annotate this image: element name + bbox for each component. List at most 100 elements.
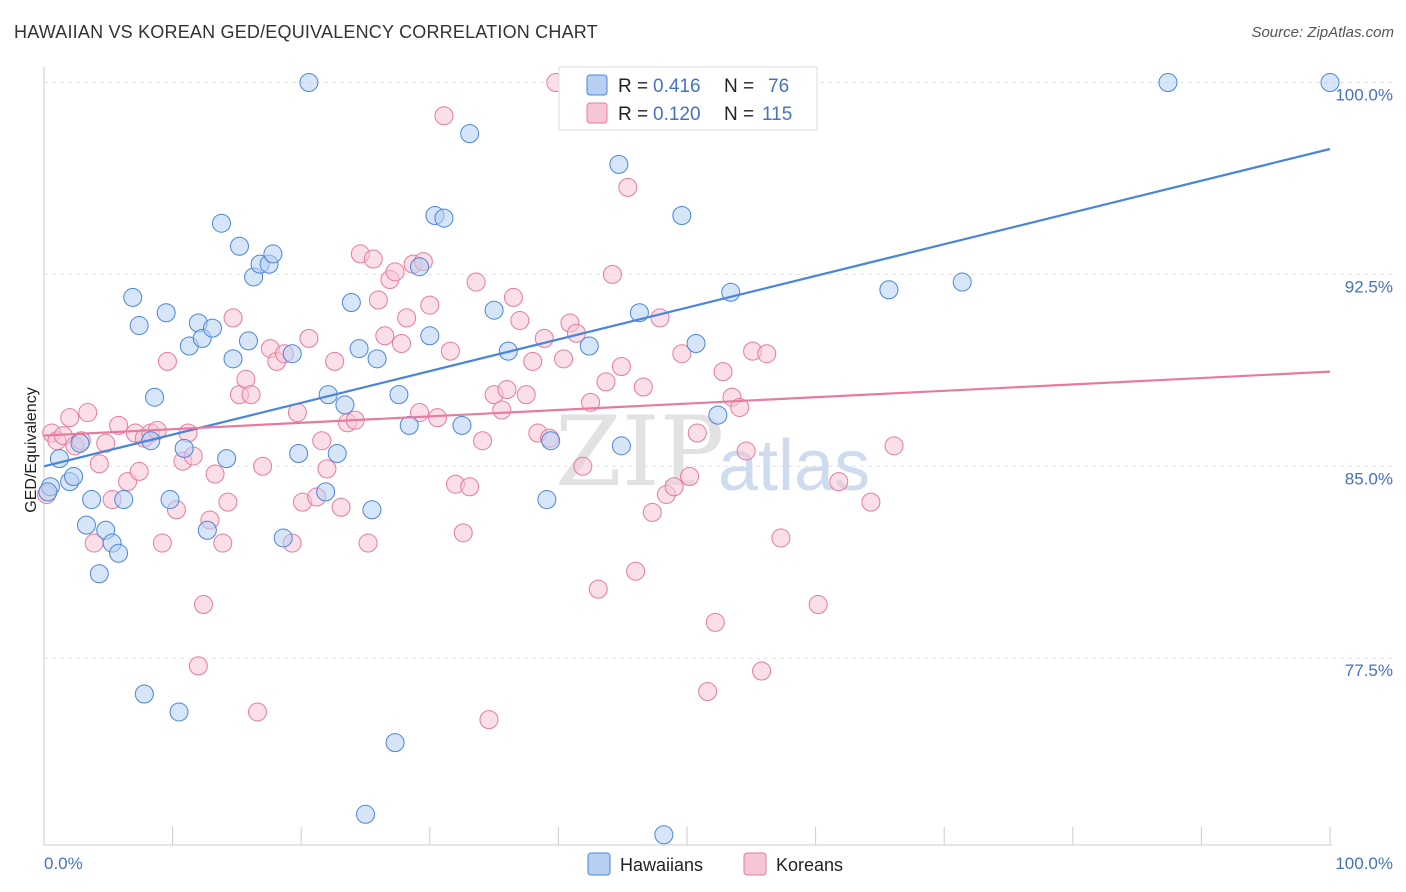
- korean-point: [460, 477, 480, 497]
- hawaiian-point: [537, 490, 557, 510]
- hawaiian-point: [160, 490, 180, 510]
- korean-point: [680, 467, 700, 487]
- korean-point: [730, 397, 750, 417]
- korean-point: [223, 308, 243, 328]
- hawaiian-point: [356, 804, 375, 824]
- hawaiian-point: [460, 124, 480, 144]
- korean-point: [312, 431, 332, 451]
- watermark-atlas: atlas: [718, 426, 870, 506]
- korean-point: [510, 310, 530, 330]
- hawaiian-point: [229, 236, 249, 256]
- hawaiian-point: [410, 257, 430, 277]
- hawaiian-point: [273, 528, 293, 548]
- korean-point: [331, 497, 351, 517]
- korean-point: [861, 492, 881, 512]
- hawaiian-point: [82, 490, 102, 510]
- korean-point: [152, 533, 172, 553]
- korean-point: [808, 594, 828, 614]
- trend-lines: [43, 147, 1331, 468]
- korean-point: [96, 433, 116, 453]
- stats-legend: R = 0.416 N = 76 R = 0.120 N = 115: [558, 66, 818, 131]
- korean-point: [440, 341, 460, 361]
- korean-point: [618, 177, 638, 197]
- korean-point: [385, 262, 405, 282]
- legend-swatch-koreans: [586, 102, 608, 124]
- korean-point: [247, 702, 267, 722]
- korean-point: [218, 492, 238, 512]
- korean-point: [188, 656, 208, 676]
- korean-point: [713, 362, 733, 382]
- korean-point: [554, 349, 574, 369]
- y-tick-label: 85.0%: [1345, 469, 1393, 488]
- legend-n-value-koreans: 115: [762, 104, 792, 125]
- hawaiian-point: [611, 436, 631, 456]
- legend-r-label-hawaiians: R =: [618, 76, 648, 97]
- hawaiian-point: [282, 344, 302, 364]
- koreans-points: [37, 72, 904, 730]
- series-legend: Hawaiians Koreans: [587, 852, 843, 876]
- legend-r-value-koreans: 0.120: [653, 104, 701, 125]
- korean-point: [358, 533, 378, 553]
- korean-point: [633, 377, 653, 397]
- hawaiian-point: [335, 395, 355, 415]
- hawaiian-point: [129, 316, 149, 336]
- korean-point: [602, 264, 622, 284]
- korean-point: [473, 431, 493, 451]
- y-tick-label: 92.5%: [1345, 277, 1393, 296]
- hawaiian-point: [484, 300, 504, 320]
- korean-point: [698, 681, 718, 701]
- hawaiian-point: [708, 405, 728, 425]
- hawaiian-point: [197, 520, 217, 540]
- hawaiian-point: [327, 444, 347, 463]
- hawaiian-point: [541, 431, 561, 451]
- korean-point: [650, 308, 670, 328]
- hawaiian-point: [289, 444, 309, 463]
- hawaiian-point: [341, 293, 361, 313]
- hawaiian-point: [609, 154, 629, 174]
- hawaiian-point: [1320, 72, 1340, 92]
- legend-r-label-koreans: R =: [618, 104, 648, 125]
- korean-point: [829, 472, 849, 492]
- korean-point: [205, 464, 225, 484]
- hawaiian-point: [654, 825, 674, 845]
- hawaiian-point: [263, 244, 283, 264]
- korean-point: [129, 461, 149, 481]
- korean-point: [392, 333, 412, 353]
- hawaiians-trend-line: [43, 147, 1331, 468]
- hawaiian-point: [299, 72, 319, 92]
- hawaiian-point: [211, 213, 231, 233]
- korean-point: [89, 454, 109, 474]
- korean-point: [503, 287, 523, 307]
- korean-point: [581, 392, 601, 412]
- korean-point: [317, 459, 337, 479]
- hawaiian-point: [579, 336, 599, 356]
- hawaiian-point: [109, 543, 129, 563]
- hawaiian-point: [114, 490, 134, 510]
- hawaiian-point: [223, 349, 243, 369]
- y-axis-title: GED/Equivalency: [23, 387, 40, 512]
- hawaiian-point: [420, 326, 440, 346]
- axes: [43, 67, 1332, 846]
- korean-point: [109, 415, 129, 435]
- hawaiian-point: [156, 303, 176, 323]
- hawaiian-point: [238, 331, 258, 351]
- korean-point: [884, 436, 904, 456]
- korean-point: [573, 456, 593, 476]
- korean-point: [492, 400, 512, 420]
- korean-point: [705, 612, 725, 632]
- korean-point: [368, 290, 388, 310]
- hawaiian-point: [64, 467, 84, 487]
- korean-point: [466, 272, 486, 292]
- korean-point: [596, 372, 616, 392]
- korean-point: [363, 249, 383, 269]
- chart-title: HAWAIIAN VS KOREAN GED/EQUIVALENCY CORRE…: [14, 22, 598, 42]
- korean-point: [642, 502, 662, 522]
- hawaiian-point: [389, 385, 409, 405]
- hawaiian-point: [89, 564, 109, 584]
- hawaiian-point: [145, 387, 165, 407]
- hawaiian-point: [70, 433, 90, 453]
- korean-point: [78, 403, 98, 423]
- korean-point: [516, 385, 536, 405]
- y-tick-label: 100.0%: [1335, 85, 1393, 104]
- korean-point: [611, 357, 631, 376]
